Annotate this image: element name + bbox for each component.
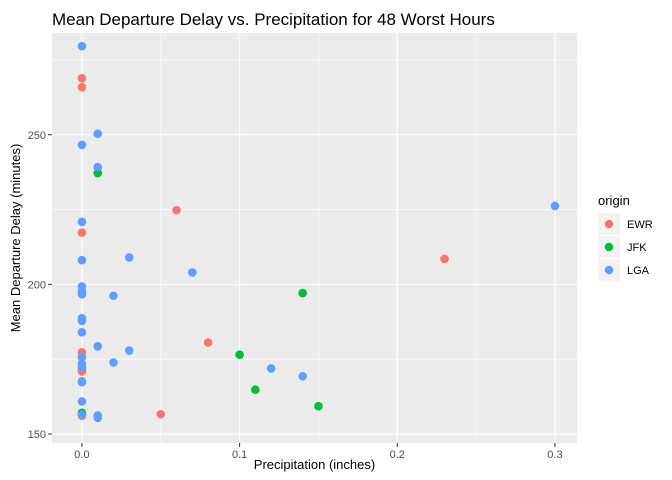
y-tick-label: 250 <box>28 130 46 142</box>
data-point-jfk <box>314 401 323 411</box>
data-point-lga <box>77 410 87 419</box>
data-point-lga <box>77 397 87 406</box>
data-point-lga <box>77 289 87 299</box>
data-point-lga <box>77 140 87 150</box>
data-point-lga <box>124 253 134 262</box>
data-point-lga <box>93 162 103 172</box>
legend-marker-ewr <box>604 219 614 229</box>
chart-title: Mean Departure Delay vs. Precipitation f… <box>52 10 495 29</box>
data-point-lga <box>93 342 103 351</box>
data-point-lga <box>77 41 87 51</box>
data-point-lga <box>93 413 103 423</box>
data-point-ewr <box>77 228 87 237</box>
data-point-lga <box>188 268 197 277</box>
y-axis-title: Mean Departure Delay (minutes) <box>8 144 23 333</box>
x-axis-title: Precipitation (inches) <box>254 457 375 472</box>
data-point-lga <box>124 346 134 355</box>
y-tick-label: 200 <box>28 279 46 291</box>
data-point-ewr <box>156 409 166 419</box>
data-point-jfk <box>235 350 244 360</box>
data-point-ewr <box>440 254 449 264</box>
legend-title: origin <box>598 193 630 208</box>
x-tick-label: 0.0 <box>74 449 89 461</box>
data-point-ewr <box>77 82 87 92</box>
data-point-lga <box>77 352 87 362</box>
data-point-lga <box>93 129 103 139</box>
data-point-ewr <box>172 205 181 215</box>
plot-panel <box>52 33 577 443</box>
data-point-lga <box>77 362 87 372</box>
data-point-lga <box>77 377 87 387</box>
y-tick-label: 150 <box>28 429 46 441</box>
legend-marker-lga <box>604 265 614 275</box>
legend-label-lga: LGA <box>627 265 650 277</box>
major-gridlines <box>52 33 577 443</box>
data-point-lga <box>109 358 118 367</box>
data-point-lga <box>298 371 307 381</box>
y-axis-ticks: 150 200 250 <box>28 130 52 441</box>
legend: origin EWR JFK LGA <box>598 193 653 281</box>
x-tick-label: 0.2 <box>390 449 405 461</box>
data-point-lga <box>77 316 87 326</box>
legend-label-ewr: EWR <box>627 219 653 231</box>
data-point-jfk <box>251 385 260 395</box>
data-points <box>77 41 560 423</box>
data-point-lga <box>550 201 560 211</box>
data-point-jfk <box>93 168 103 178</box>
minor-gridlines <box>52 33 577 443</box>
legend-label-jfk: JFK <box>627 242 647 254</box>
data-point-ewr <box>203 338 213 347</box>
x-tick-label: 0.1 <box>232 449 247 461</box>
x-axis-ticks: 0.0 0.1 0.2 0.3 <box>74 443 563 461</box>
x-tick-label: 0.3 <box>547 449 562 461</box>
legend-marker-jfk <box>604 242 614 252</box>
data-point-ewr <box>77 73 87 83</box>
data-point-lga <box>266 364 276 373</box>
data-point-jfk <box>298 288 307 298</box>
data-point-lga <box>77 217 87 227</box>
data-point-lga <box>77 255 87 265</box>
data-point-lga <box>109 291 118 301</box>
data-point-lga <box>77 327 87 337</box>
